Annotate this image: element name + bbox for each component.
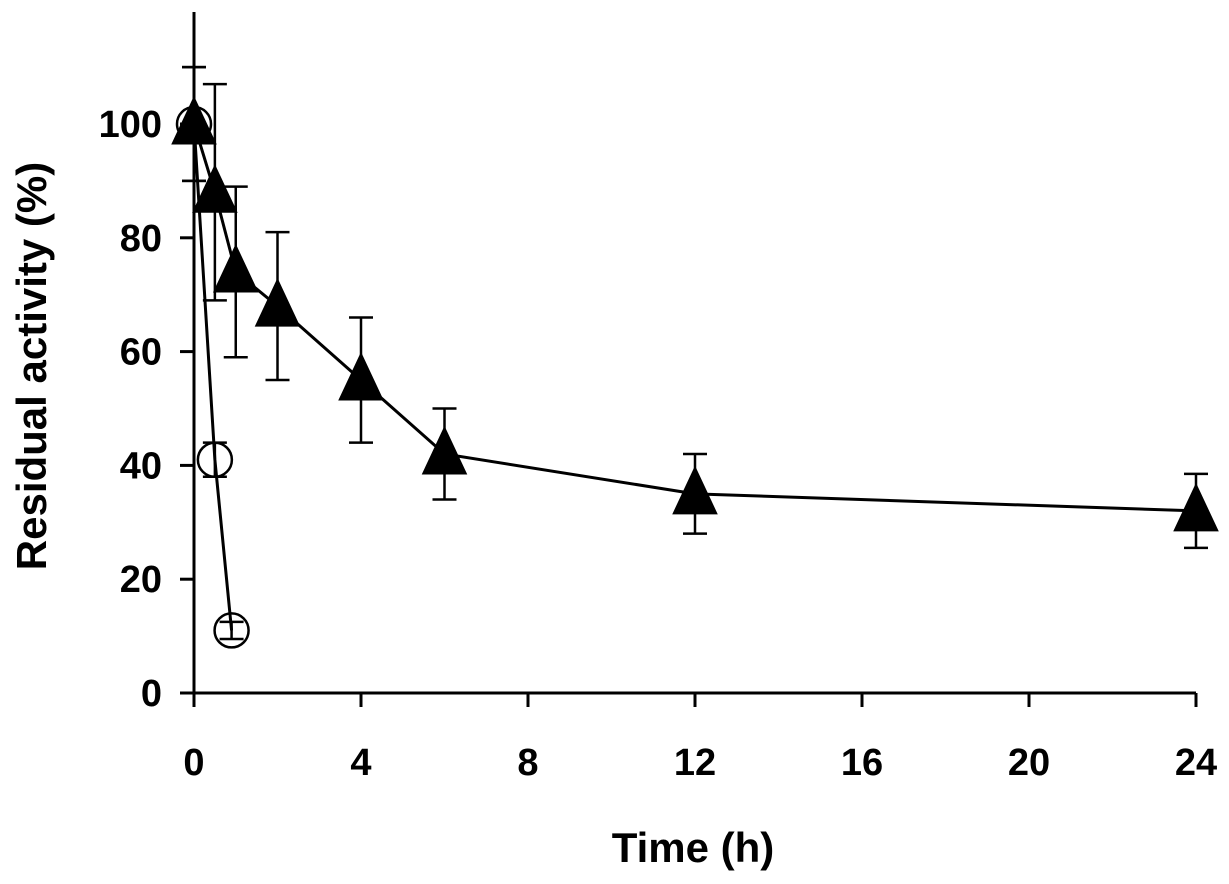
- x-tick-label: 20: [1008, 742, 1050, 784]
- x-axis-title: Time (h): [612, 824, 775, 871]
- series-open-circles: [175, 65, 250, 649]
- data-point-circle: [213, 612, 250, 649]
- x-tick-label: 12: [674, 742, 716, 784]
- x-tick-label: 24: [1175, 742, 1217, 784]
- y-tick-label: 100: [99, 104, 162, 146]
- x-tick-label: 16: [841, 742, 883, 784]
- data-point-triangle: [421, 425, 468, 475]
- data-point-triangle: [212, 243, 259, 293]
- y-axis-title: Residual activity (%): [8, 162, 55, 570]
- y-tick-label: 20: [120, 559, 162, 601]
- data-point-triangle: [1173, 482, 1219, 532]
- y-tick-label: 40: [120, 445, 162, 487]
- data-point-triangle: [338, 351, 384, 401]
- data-point-triangle: [254, 277, 301, 327]
- y-tick-label: 80: [120, 218, 162, 260]
- x-tick-label: 4: [350, 742, 371, 784]
- data-point-circle: [175, 105, 213, 143]
- y-tick-label: 0: [141, 673, 162, 715]
- axes: 0 20 40 60 80 100 0 4 8 12 16 20 24: [99, 12, 1217, 784]
- series-layer: [171, 65, 1219, 649]
- y-tick-label: 60: [120, 332, 162, 374]
- data-point-triangle: [672, 465, 718, 515]
- data-point-triangle: [192, 164, 238, 213]
- x-tick-label: 8: [517, 742, 538, 784]
- data-point-circle: [196, 441, 234, 478]
- series-filled-triangles: [171, 65, 1219, 550]
- x-tick-label: 0: [183, 742, 204, 784]
